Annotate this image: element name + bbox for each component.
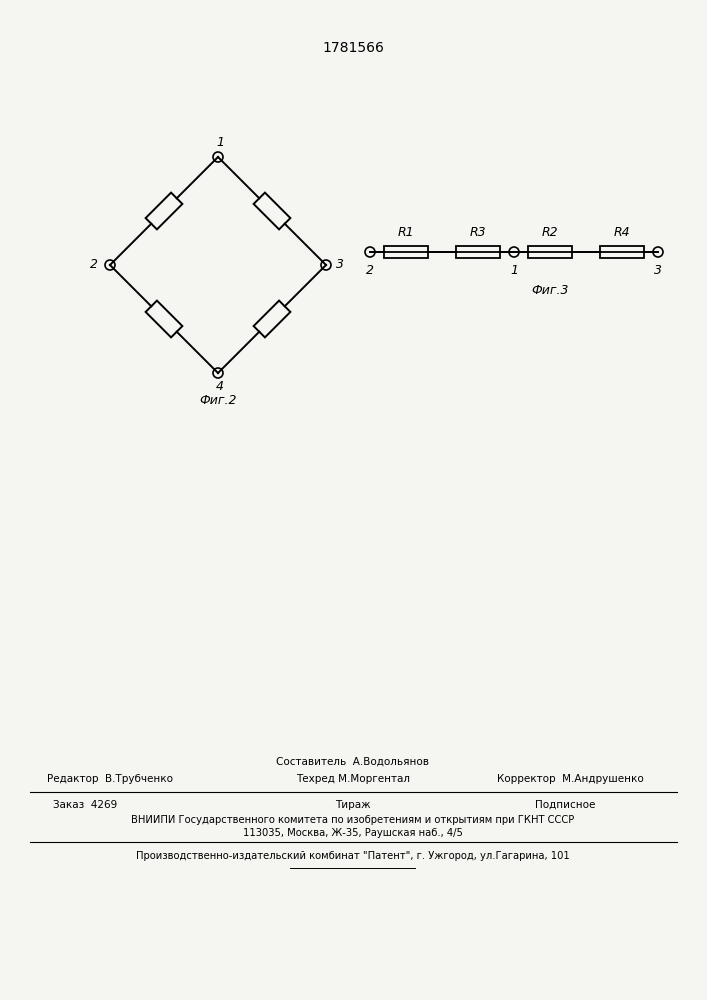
Text: Заказ  4269: Заказ 4269 <box>53 800 117 810</box>
Text: Фиг.2: Фиг.2 <box>199 394 237 408</box>
Text: 3: 3 <box>336 258 344 271</box>
Text: 2: 2 <box>366 263 374 276</box>
Text: ВНИИПИ Государственного комитета по изобретениям и открытиям при ГКНТ СССР: ВНИИПИ Государственного комитета по изоб… <box>132 815 575 825</box>
Text: Производственно-издательский комбинат "Патент", г. Ужгород, ул.Гагарина, 101: Производственно-издательский комбинат "П… <box>136 851 570 861</box>
Text: Корректор  М.Андрушенко: Корректор М.Андрушенко <box>496 774 643 784</box>
FancyBboxPatch shape <box>528 246 571 258</box>
Text: 3: 3 <box>654 263 662 276</box>
Text: 2: 2 <box>90 258 98 271</box>
Text: R3: R3 <box>469 226 486 238</box>
Text: Фиг.3: Фиг.3 <box>531 284 568 296</box>
Text: 1: 1 <box>510 263 518 276</box>
Text: R4: R4 <box>614 226 631 238</box>
Text: 1: 1 <box>216 136 224 149</box>
Text: 113035, Москва, Ж-35, Раушская наб., 4/5: 113035, Москва, Ж-35, Раушская наб., 4/5 <box>243 828 463 838</box>
FancyBboxPatch shape <box>385 246 428 258</box>
Text: Подписное: Подписное <box>534 800 595 810</box>
Text: 1781566: 1781566 <box>322 41 384 55</box>
Text: R1: R1 <box>397 226 414 238</box>
Text: R2: R2 <box>542 226 559 238</box>
FancyBboxPatch shape <box>457 246 500 258</box>
Text: Составитель  А.Водольянов: Составитель А.Водольянов <box>276 757 429 767</box>
Text: Тираж: Тираж <box>335 800 370 810</box>
Text: Редактор  В.Трубченко: Редактор В.Трубченко <box>47 774 173 784</box>
Text: Техред М.Моргентал: Техред М.Моргентал <box>296 774 410 784</box>
Text: 4: 4 <box>216 380 224 393</box>
FancyBboxPatch shape <box>600 246 643 258</box>
